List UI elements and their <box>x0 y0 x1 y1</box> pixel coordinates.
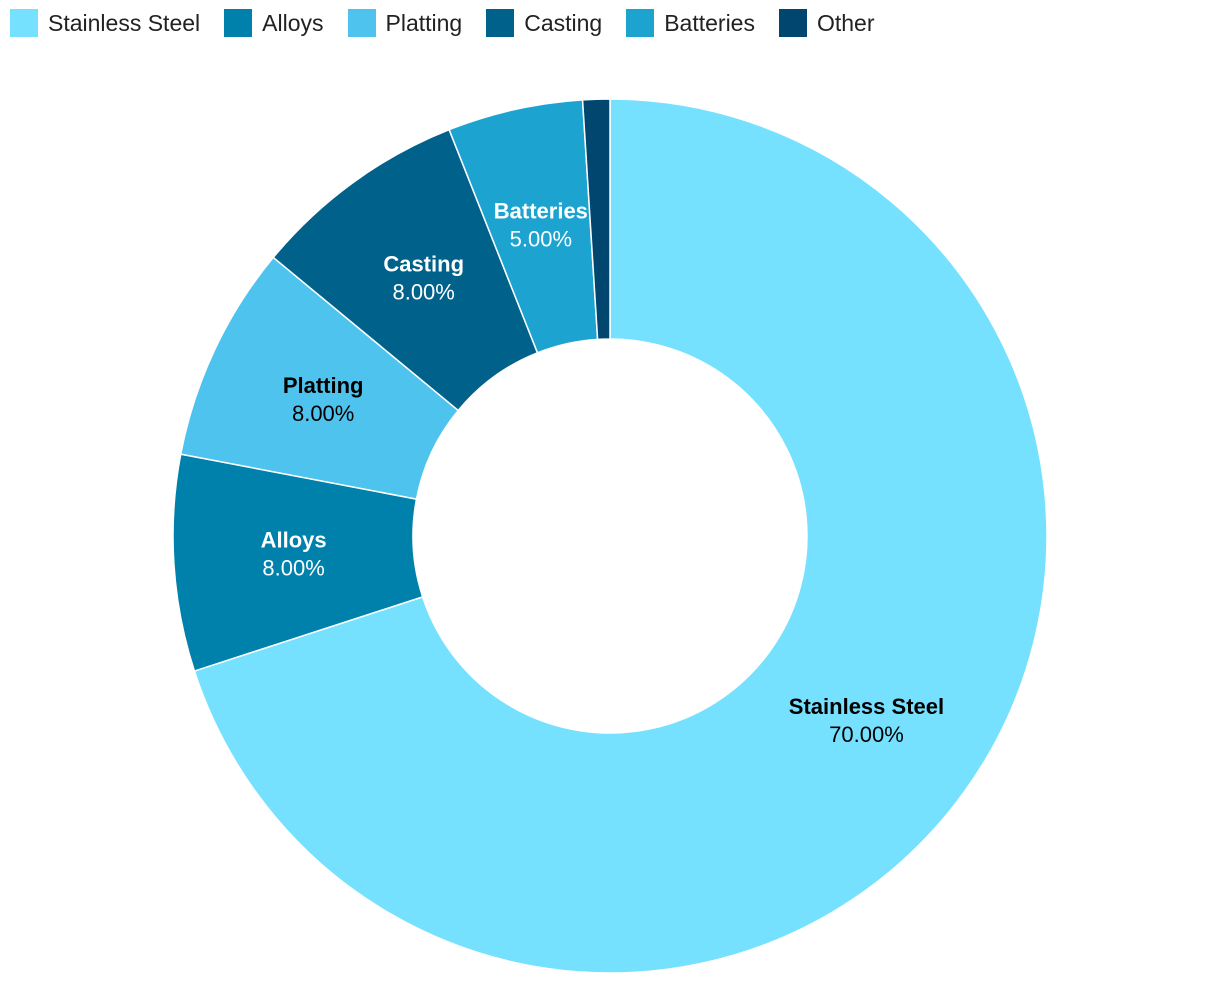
legend-label: Other <box>816 9 875 36</box>
legend-label: Casting <box>524 9 603 36</box>
slice-label: Platting <box>283 373 364 398</box>
legend-swatch <box>486 9 515 37</box>
slice-label: Casting <box>383 251 464 276</box>
slice-value: 5.00% <box>510 226 572 251</box>
slice-label: Batteries <box>494 198 588 223</box>
slice <box>581 98 611 341</box>
legend-swatch <box>347 9 376 37</box>
legend-item: Stainless Steel <box>10 9 200 37</box>
legend-swatch <box>10 9 38 37</box>
legend-item: Batteries <box>626 9 755 37</box>
legend-item: Casting <box>486 9 602 37</box>
slice-label: Stainless Steel <box>789 694 944 719</box>
legend-label: Stainless Steel <box>48 9 201 36</box>
legend-item: Other <box>778 9 875 37</box>
legend-label: Platting <box>385 9 463 36</box>
legend: Stainless Steel Alloys Platting Casting Batt… <box>10 9 875 37</box>
slice <box>193 98 1048 974</box>
legend-item: Platting <box>347 9 463 37</box>
legend-item: Alloys <box>224 9 324 37</box>
legend-swatch <box>778 9 807 37</box>
slice-label: Alloys <box>261 528 327 553</box>
legend-swatch <box>224 9 253 37</box>
slice-value: 8.00% <box>392 279 454 304</box>
legend-label: Batteries <box>664 9 755 36</box>
legend-label: Alloys <box>262 9 324 36</box>
slice-value: 8.00% <box>292 401 354 426</box>
legend-swatch <box>626 9 655 37</box>
slice-value: 70.00% <box>829 722 904 747</box>
slice-value: 8.00% <box>262 556 324 581</box>
